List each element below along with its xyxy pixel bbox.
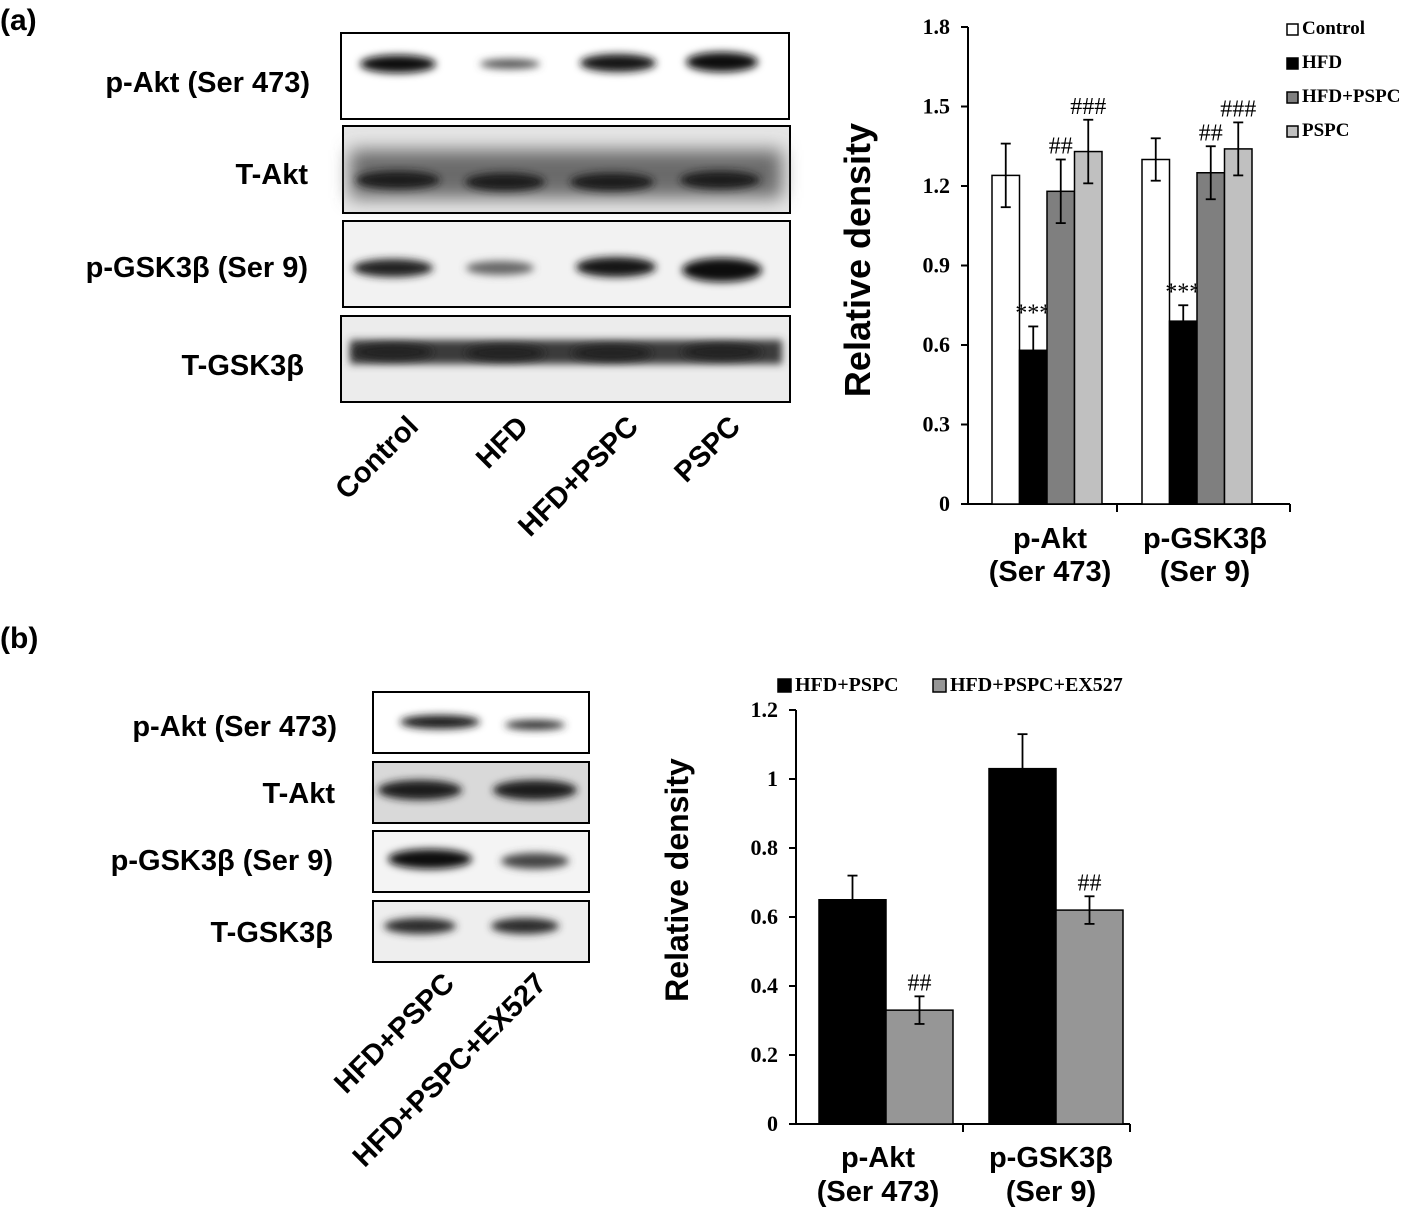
legend-swatch — [1286, 57, 1299, 70]
western-blot-a: p-Akt (Ser 473) T-Akt p-GSK3β (Ser 9) T-… — [86, 32, 791, 543]
blot-b-row-label: p-Akt (Ser 473) — [132, 711, 337, 743]
y-tick-label: 0.3 — [923, 412, 951, 437]
blot-a-lane-label: Control — [329, 410, 425, 506]
legend-label: HFD+PSPC — [1302, 86, 1400, 107]
legend-swatch — [1286, 91, 1299, 104]
blot-b-membrane-p-akt — [372, 691, 590, 754]
blot-a-row-label: T-Akt — [236, 159, 309, 191]
y-tick-label: 1.8 — [923, 14, 951, 39]
blot-a-membrane-p-akt — [340, 32, 790, 120]
bar — [1141, 158, 1171, 505]
blot-a-lane-label: PSPC — [668, 410, 747, 489]
y-tick-label: 0.8 — [751, 835, 779, 860]
significance-label: ## — [1049, 134, 1073, 160]
legend-label: HFD — [1302, 52, 1342, 73]
blot-a-membrane-t-akt — [342, 125, 791, 214]
significance-label: ## — [1078, 870, 1102, 896]
blot-b-membrane-t-gsk3b — [372, 900, 590, 963]
significance-label: *** — [1165, 279, 1201, 305]
blot-b-row-label: T-GSK3β — [211, 917, 333, 949]
legend-label: Control — [1302, 18, 1365, 39]
x-tick-label: p-GSK3β — [1143, 523, 1267, 555]
y-tick-label: 0.9 — [923, 253, 951, 278]
x-tick-label: (Ser 9) — [1160, 556, 1250, 588]
bar — [1046, 190, 1076, 505]
y-tick-label: 1.2 — [923, 173, 951, 198]
blot-a-lane-label: HFD+PSPC — [512, 410, 645, 543]
x-tick-label: (Ser 473) — [817, 1176, 940, 1208]
x-tick-label: p-Akt — [841, 1142, 915, 1174]
blot-b-membrane-p-gsk3b — [372, 830, 590, 893]
bar — [1073, 150, 1103, 505]
y-tick-label: 0 — [767, 1111, 778, 1136]
y-tick-label: 1.2 — [751, 697, 779, 722]
blot-b-row-label: T-Akt — [263, 778, 336, 810]
x-tick-label: p-GSK3β — [989, 1142, 1113, 1174]
panel-label-a: (a) — [0, 4, 37, 37]
y-axis-label: Relative density — [659, 758, 695, 1002]
blot-b-membrane-t-akt — [372, 761, 590, 824]
y-tick-label: 0 — [939, 491, 950, 516]
x-tick-label: (Ser 9) — [1006, 1176, 1096, 1208]
y-axis-label: Relative density — [837, 123, 878, 397]
y-tick-label: 1 — [767, 766, 778, 791]
y-tick-label: 0.4 — [751, 973, 779, 998]
blot-b-row-label: p-GSK3β (Ser 9) — [111, 845, 333, 877]
bar-chart-b: 0 0.2 0.4 0.6 0.8 1 1.2 Relative density ## ## p-A… — [659, 674, 1131, 1208]
bar — [1196, 172, 1226, 505]
y-tick-label: 0.2 — [751, 1042, 779, 1067]
bar — [991, 174, 1021, 505]
legend-swatch — [932, 678, 947, 693]
blot-a-row-label: p-GSK3β (Ser 9) — [86, 252, 308, 284]
x-tick-label: (Ser 473) — [989, 556, 1112, 588]
y-tick-label: 0.6 — [751, 904, 779, 929]
legend-swatch — [777, 678, 792, 693]
western-blot-b: p-Akt (Ser 473) T-Akt p-GSK3β (Ser 9) T-… — [111, 691, 590, 1173]
significance-label: ### — [1220, 96, 1256, 122]
legend-label: HFD+PSPC+EX527 — [950, 674, 1123, 696]
significance-label: ## — [1199, 120, 1223, 146]
bar-chart-a: 0 0.3 0.6 0.9 1.2 1.5 1.8 Relative density *** **… — [837, 14, 1400, 588]
bar — [1223, 148, 1253, 505]
y-tick-label: 0.6 — [923, 332, 951, 357]
bar — [1055, 909, 1124, 1125]
legend-label: PSPC — [1302, 120, 1350, 141]
blot-a-lane-label: HFD — [470, 410, 535, 475]
legend-label: HFD+PSPC — [795, 674, 899, 696]
panel-label-b: (b) — [0, 622, 38, 655]
bar — [988, 767, 1057, 1125]
y-tick-label: 1.5 — [923, 94, 951, 119]
blot-a-row-label: T-GSK3β — [182, 350, 304, 382]
legend-swatch — [1286, 125, 1299, 138]
bar — [1168, 320, 1198, 505]
x-tick-label: p-Akt — [1013, 523, 1087, 555]
bar — [885, 1009, 954, 1125]
significance-label: ### — [1070, 94, 1106, 120]
bar — [818, 899, 887, 1125]
legend-swatch — [1286, 23, 1299, 36]
blot-a-membrane-p-gsk3b — [342, 220, 791, 308]
significance-label: ## — [908, 970, 932, 996]
blot-a-membrane-t-gsk3b — [340, 315, 791, 403]
significance-label: *** — [1015, 300, 1051, 326]
blot-a-row-label: p-Akt (Ser 473) — [105, 67, 310, 99]
